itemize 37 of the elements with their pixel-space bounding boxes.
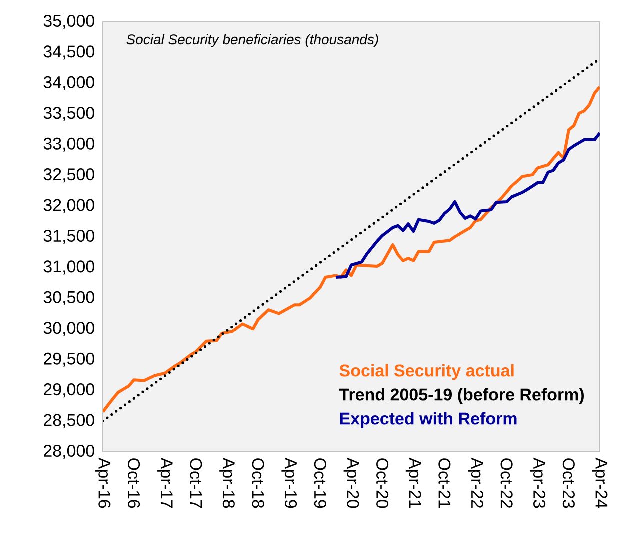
y-tick-label: 31,500 — [44, 230, 94, 244]
y-tick-label: 31,000 — [44, 260, 94, 275]
line-series — [334, 132, 600, 280]
text: Trend 2005-19 (before Reform) — [339, 388, 584, 404]
x-tick-label: Oct-16 — [128, 458, 140, 508]
x-tick-label: Apr-24 — [592, 458, 608, 508]
x-tick-label: Apr-16 — [95, 458, 111, 508]
y-tick-label: 29,500 — [44, 352, 94, 367]
y-tick-label: 33,000 — [44, 138, 94, 152]
x-tick-label: Apr-20 — [344, 458, 360, 508]
x-tick-label: Apr-18 — [220, 458, 235, 508]
y-tick-label: 28,000 — [44, 444, 94, 460]
y-tick-label: 28,500 — [44, 414, 94, 428]
y-tick-label: 32,000 — [44, 199, 94, 214]
y-tick-label: 34,000 — [44, 76, 94, 90]
x-tick-label: Oct-17 — [190, 458, 202, 508]
x-tick-label: Oct-18 — [252, 458, 264, 508]
x-tick-label: Apr-22 — [468, 458, 484, 508]
y-tick-label: 33,500 — [44, 107, 94, 122]
text: Social Security beneficiaries (thousands) — [126, 34, 378, 48]
x-tick-label: Oct-23 — [562, 458, 575, 508]
y-tick-label: 30,000 — [44, 322, 94, 336]
y-tick-label: 30,500 — [44, 291, 94, 306]
text: Social Security actual — [340, 364, 514, 380]
x-tick-label: Oct-21 — [438, 458, 451, 508]
y-tick-label: 35,000 — [44, 14, 94, 30]
x-tick-label: Oct-19 — [314, 458, 326, 508]
x-tick-label: Apr-17 — [158, 458, 173, 508]
y-tick-label: 32,500 — [44, 168, 94, 183]
y-tick-label: 34,500 — [44, 46, 94, 60]
x-tick-label: Apr-23 — [530, 458, 546, 508]
y-tick-label: 29,000 — [44, 384, 94, 398]
x-tick-label: Apr-21 — [406, 458, 422, 508]
text: Expected with Reform — [340, 412, 517, 428]
x-tick-label: Oct-22 — [500, 458, 513, 508]
x-tick-label: Apr-19 — [282, 458, 298, 508]
x-tick-label: Oct-20 — [376, 458, 389, 508]
